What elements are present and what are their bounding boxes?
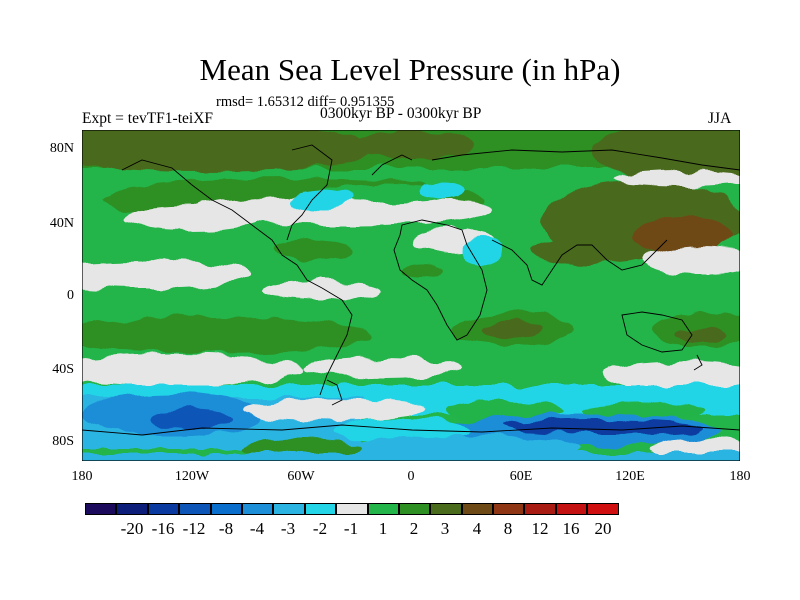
colorbar-label: -1 xyxy=(343,519,359,538)
colorbar-box xyxy=(116,503,148,515)
experiment-label: Expt = tevTF1-teiXF xyxy=(82,110,214,127)
colorbar-box xyxy=(587,503,619,515)
colorbar-box xyxy=(210,503,242,515)
colorbar-box xyxy=(398,503,431,515)
lon-tick-label: 120W xyxy=(174,469,210,484)
colorbar-label: 8 xyxy=(503,519,513,538)
coastlines xyxy=(82,144,740,436)
colorbar-label: -2 xyxy=(312,519,328,538)
lon-tick-label: 60W xyxy=(287,469,315,484)
period-label: 0300kyr BP - 0300kyr BP xyxy=(320,105,482,122)
lat-tick-label: 80N xyxy=(49,141,74,156)
colorbar-label: -16 xyxy=(151,519,175,538)
lon-tick-label: 60E xyxy=(509,469,533,484)
colorbar xyxy=(85,503,619,515)
colorbar-label: 12 xyxy=(531,519,549,538)
colorbar-box xyxy=(336,503,368,515)
lon-tick-label: 0 xyxy=(407,469,415,484)
chart-title: Mean Sea Level Pressure (in hPa) xyxy=(199,52,621,87)
colorbar-label: -3 xyxy=(280,519,296,538)
colorbar-label: 20 xyxy=(594,519,612,538)
lat-tick-label: 40N xyxy=(49,216,74,231)
colorbar-label: 1 xyxy=(378,519,388,538)
lat-tick-label: 40S xyxy=(52,362,74,377)
colorbar-label: -4 xyxy=(249,519,265,538)
colorbar-box xyxy=(179,503,211,515)
colorbar-box xyxy=(241,503,274,515)
colorbar-box xyxy=(555,503,588,515)
lat-tick-label: 80S xyxy=(52,434,74,449)
colorbar-label: 4 xyxy=(472,519,482,538)
lon-tick-label: 120E xyxy=(615,469,645,484)
colorbar-box xyxy=(493,503,525,515)
colorbar-box xyxy=(147,503,180,515)
colorbar-box xyxy=(461,503,494,515)
colorbar-label: 2 xyxy=(409,519,419,538)
season-label: JJA xyxy=(708,110,732,127)
colorbar-label: 3 xyxy=(440,519,450,538)
colorbar-box xyxy=(273,503,305,515)
pressure-map xyxy=(82,130,740,461)
colorbar-box xyxy=(85,503,117,515)
colorbar-box xyxy=(367,503,399,515)
lat-tick-label: 0 xyxy=(67,288,74,303)
colorbar-box xyxy=(304,503,337,515)
lon-tick-label: 180 xyxy=(71,469,93,484)
lon-tick-label: 180 xyxy=(729,469,751,484)
colorbar-box xyxy=(524,503,556,515)
colorbar-box xyxy=(430,503,462,515)
colorbar-label: -12 xyxy=(182,519,206,538)
colorbar-label: 16 xyxy=(562,519,580,538)
colorbar-label: -8 xyxy=(218,519,234,538)
colorbar-label: -20 xyxy=(120,519,144,538)
stats-text: rmsd= 1.65312 diff= 0.951355 xyxy=(216,94,395,110)
contour-fill xyxy=(82,130,740,461)
